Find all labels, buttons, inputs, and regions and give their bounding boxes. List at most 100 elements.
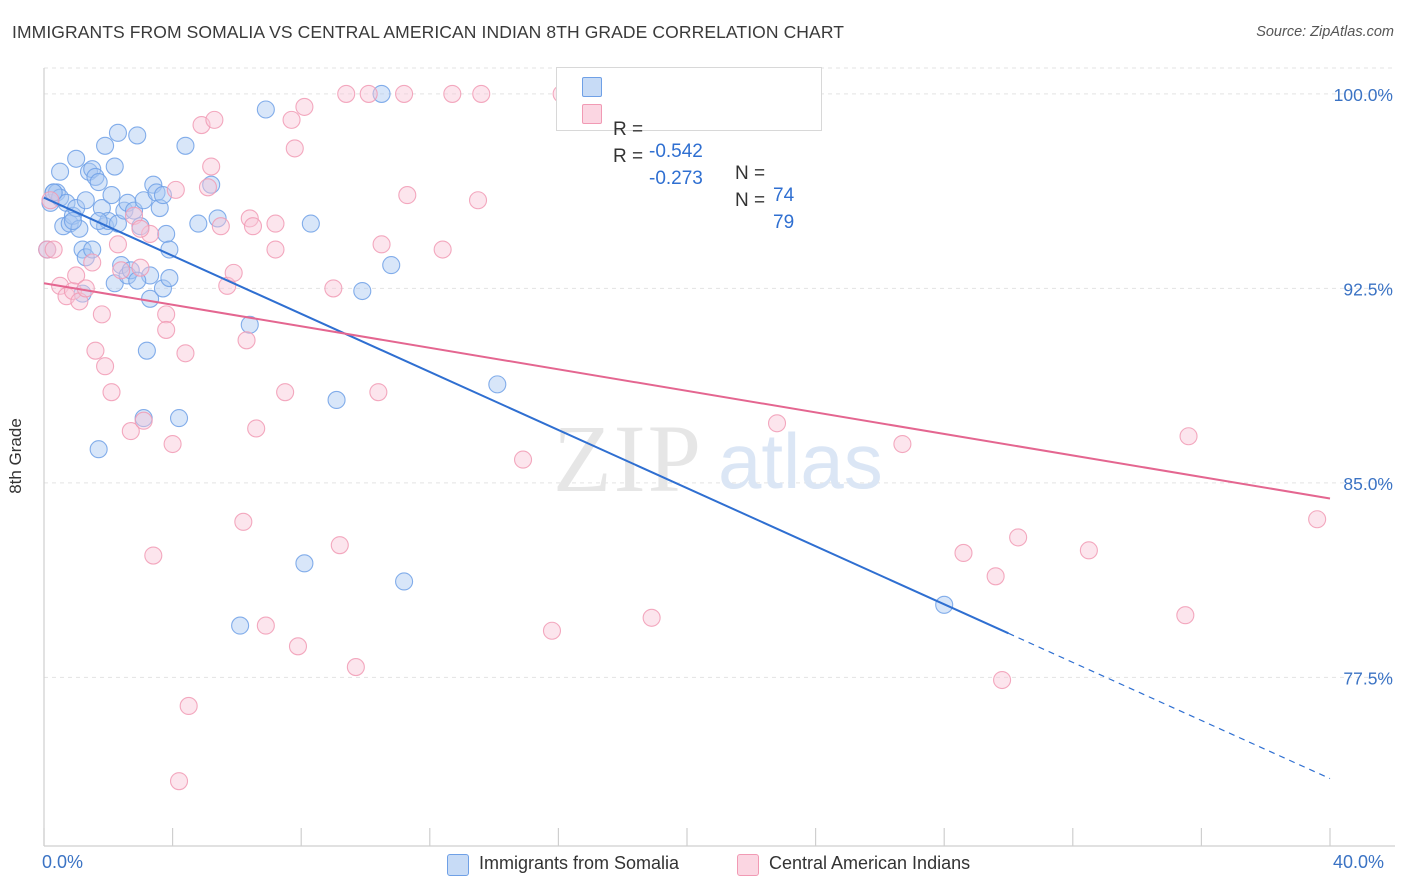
trend-line xyxy=(43,196,1009,635)
data-point xyxy=(1179,427,1198,446)
data-point xyxy=(157,224,176,244)
data-point xyxy=(276,383,295,402)
data-point xyxy=(266,214,285,233)
data-point xyxy=(176,136,195,155)
data-point xyxy=(324,279,343,298)
chart-title: IMMIGRANTS FROM SOMALIA VS CENTRAL AMERI… xyxy=(12,22,845,42)
stats-legend: R = -0.542 N = 74 R = -0.273 N = 79 xyxy=(556,67,822,233)
data-point xyxy=(128,126,147,145)
data-point xyxy=(67,149,86,168)
data-point xyxy=(205,110,224,129)
data-point xyxy=(382,256,401,275)
bottom-legend-label-central-american: Central American Indians xyxy=(769,853,971,873)
data-point xyxy=(108,123,127,142)
data-point xyxy=(372,235,391,254)
legend-n-label: N = xyxy=(735,190,771,211)
y-tick-labels: 77.5% 85.0% 92.5% 100.0% xyxy=(1334,85,1393,689)
data-point xyxy=(642,608,661,627)
data-point xyxy=(211,217,230,236)
data-point xyxy=(986,567,1005,586)
bottom-legend-central-american[interactable]: Central American Indians xyxy=(737,852,997,876)
data-point xyxy=(433,240,452,259)
legend-r-label: R = xyxy=(613,119,649,140)
x-tick-label-min: 0.0% xyxy=(42,852,84,872)
data-point xyxy=(157,305,176,324)
data-point xyxy=(198,178,218,197)
data-point xyxy=(327,390,346,409)
gridlines xyxy=(44,67,1395,678)
data-point xyxy=(247,419,266,438)
data-point xyxy=(160,240,179,259)
data-point xyxy=(176,344,195,363)
data-point xyxy=(369,383,388,402)
data-point xyxy=(282,110,301,129)
legend-n-label: N = xyxy=(735,163,771,184)
data-point xyxy=(83,253,102,272)
data-point xyxy=(330,536,349,555)
legend-n-value: 74 xyxy=(773,185,795,206)
data-point xyxy=(243,217,263,236)
data-point xyxy=(38,240,57,259)
watermark-atlas: atlas xyxy=(718,417,883,505)
bottom-legend-somalia[interactable]: Immigrants from Somalia xyxy=(447,852,707,876)
legend-swatch-central-american xyxy=(582,104,602,124)
data-point xyxy=(44,240,63,259)
data-point xyxy=(179,696,198,716)
trend-lines xyxy=(43,196,1331,780)
y-tick-label: 100.0% xyxy=(1334,85,1393,105)
data-point xyxy=(240,315,259,334)
data-point xyxy=(169,409,189,428)
data-point xyxy=(141,224,160,244)
data-point xyxy=(169,772,189,791)
y-tick-label: 77.5% xyxy=(1343,668,1393,688)
data-point xyxy=(237,331,256,350)
data-point xyxy=(359,84,378,103)
points-layer xyxy=(38,84,1327,791)
data-point xyxy=(153,279,173,298)
legend-row-central-american: R = -0.273 N = 79 xyxy=(582,102,794,233)
data-point xyxy=(288,637,308,656)
legend-r-label: R = xyxy=(613,146,649,167)
bottom-legend-swatch-central-american xyxy=(737,854,759,876)
data-point xyxy=(1009,528,1028,547)
data-point xyxy=(86,167,105,186)
data-point xyxy=(67,266,86,285)
data-point xyxy=(202,175,221,194)
data-point xyxy=(102,186,121,205)
data-point xyxy=(472,84,491,103)
data-point xyxy=(767,414,787,433)
data-point xyxy=(893,434,912,454)
data-point xyxy=(542,621,562,640)
data-point xyxy=(395,84,414,103)
legend-r-value: -0.542 xyxy=(649,141,703,162)
data-point xyxy=(295,554,314,573)
data-point xyxy=(234,512,253,531)
data-point xyxy=(131,219,150,238)
y-tick-label: 92.5% xyxy=(1343,279,1393,299)
data-point xyxy=(231,616,250,635)
data-point xyxy=(301,214,320,233)
data-point xyxy=(89,440,108,459)
data-point xyxy=(112,256,131,275)
data-point xyxy=(63,211,82,231)
bottom-legend-swatch-somalia xyxy=(447,854,469,876)
data-point xyxy=(1308,510,1327,529)
data-point xyxy=(160,269,179,288)
bottom-legend-label-somalia: Immigrants from Somalia xyxy=(479,853,680,873)
data-point xyxy=(89,173,108,192)
data-point xyxy=(372,84,391,103)
data-point xyxy=(102,383,121,402)
data-point xyxy=(108,235,127,254)
data-point xyxy=(76,191,95,210)
data-point xyxy=(224,263,243,282)
data-point xyxy=(121,422,140,441)
legend-row-somalia: R = -0.542 N = 74 xyxy=(582,75,794,206)
data-point xyxy=(443,84,462,103)
data-point xyxy=(96,136,115,155)
data-point xyxy=(395,572,414,591)
x-tick-label-max: 40.0% xyxy=(1333,852,1385,872)
data-point xyxy=(398,186,417,205)
watermark: ZIP atlas xyxy=(553,405,883,512)
data-point xyxy=(96,357,115,376)
data-point xyxy=(513,450,533,469)
